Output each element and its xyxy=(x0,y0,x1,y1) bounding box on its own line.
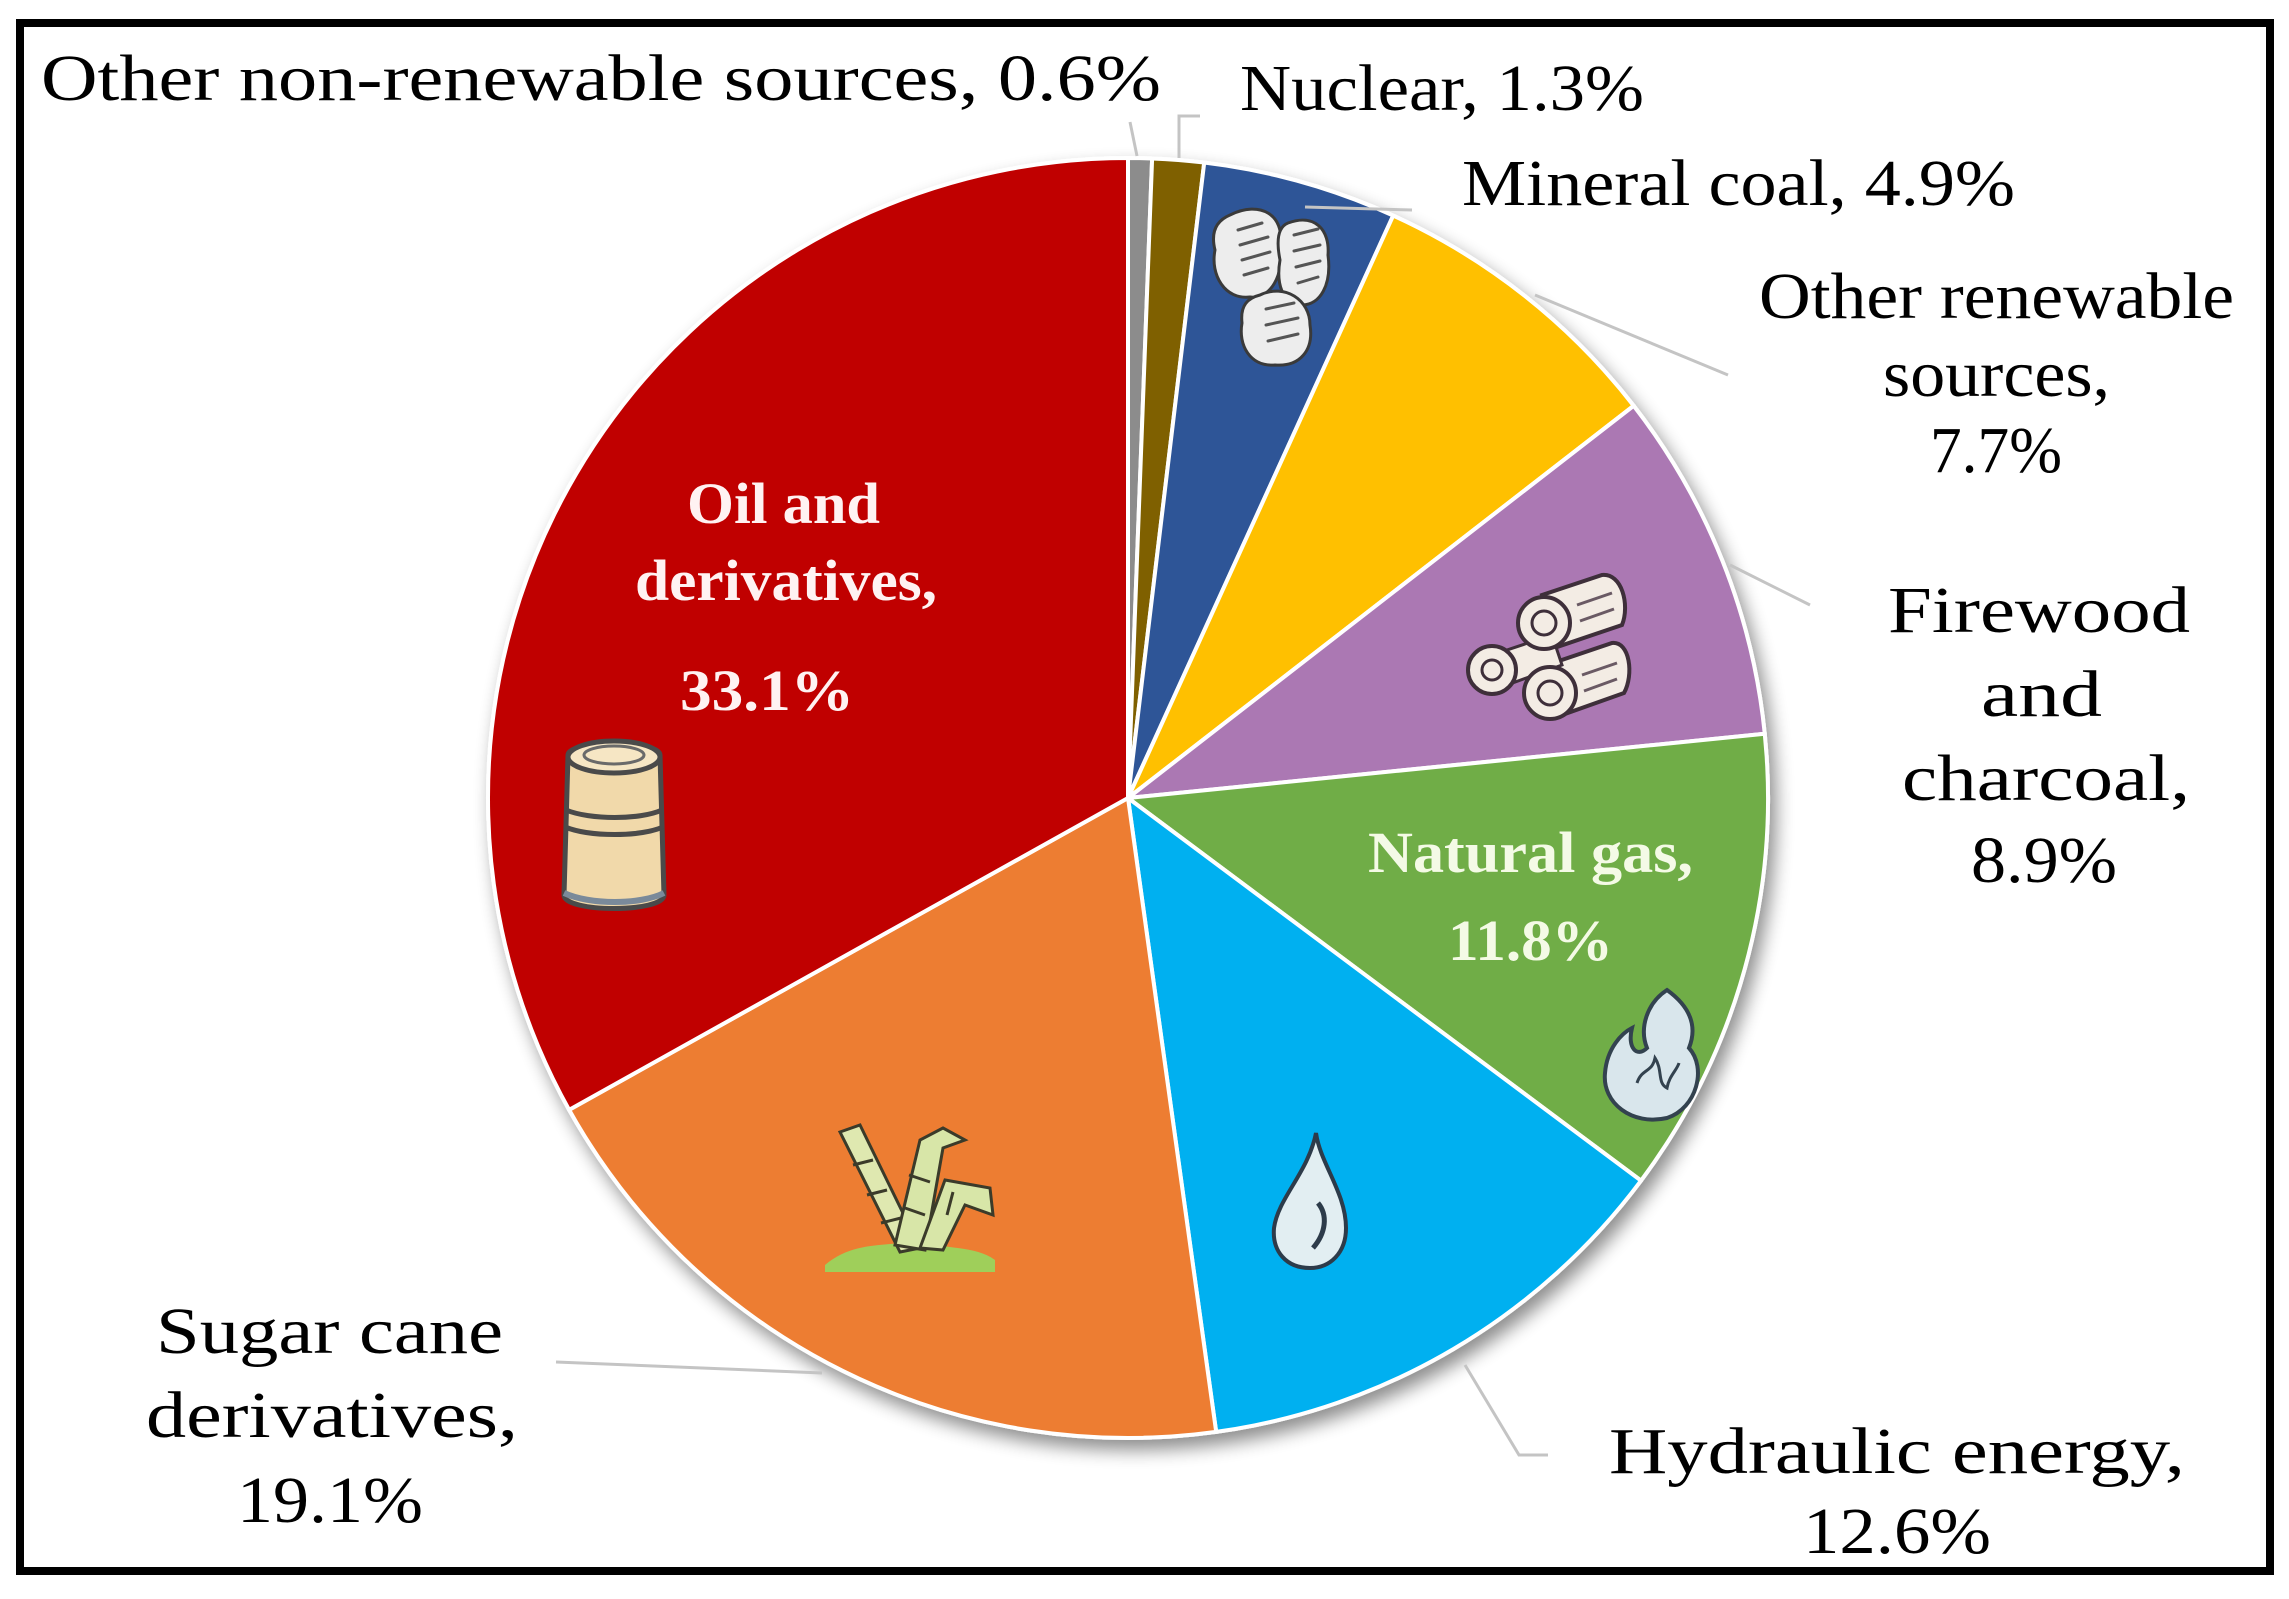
label-natural-gas-value: 11.8% xyxy=(1448,908,1613,973)
label-other-renewable-line2: sources, xyxy=(1883,338,2110,411)
label-oil-line1: Oil and xyxy=(687,471,880,536)
label-firewood-value: 8.9% xyxy=(1971,824,2117,897)
slice-labels: Other non-renewable sources, 0.6% Nuclea… xyxy=(41,42,2234,1568)
pie-slice-sugar-cane xyxy=(567,796,1219,1440)
sugar-cane-icon xyxy=(825,1123,995,1272)
label-hydraulic-value: 12.6% xyxy=(1803,1495,1991,1568)
oil-barrel-icon xyxy=(561,738,667,911)
water-drop-icon xyxy=(1271,1132,1349,1271)
label-natural-gas-line1: Natural gas, xyxy=(1368,820,1693,885)
label-firewood-line1: Firewood xyxy=(1888,574,2190,647)
label-other-renewable-value: 7.7% xyxy=(1930,414,2062,487)
coal-lumps-icon xyxy=(1212,207,1331,367)
firewood-logs-icon xyxy=(1466,573,1632,721)
pie-slice-mineral-coal xyxy=(1126,160,1396,800)
leader-line-hydraulic xyxy=(1463,1364,1548,1457)
label-sugar-cane-line2: derivatives, xyxy=(146,1379,518,1452)
label-mineral-coal: Mineral coal, 4.9% xyxy=(1462,147,2015,220)
label-sugar-cane-value: 19.1% xyxy=(237,1464,423,1537)
leader-line-other-renewable xyxy=(1534,293,1729,377)
label-sugar-cane-line1: Sugar cane xyxy=(156,1295,503,1368)
label-oil-line2: derivatives, xyxy=(635,548,937,613)
gas-flame-icon xyxy=(1602,987,1700,1122)
label-hydraulic-line1: Hydraulic energy, xyxy=(1609,1415,2185,1488)
leader-line-sugar-cane xyxy=(555,1360,823,1375)
pie-slice-other-renewable xyxy=(1126,213,1636,800)
label-other-non-renewable: Other non-renewable sources, 0.6% xyxy=(41,42,1161,115)
leader-line-nuclear xyxy=(1177,114,1200,158)
label-nuclear: Nuclear, 1.3% xyxy=(1240,52,1644,125)
leader-line-mineral-coal xyxy=(1304,205,1413,212)
label-firewood-line2: and xyxy=(1981,658,2102,731)
leader-line-firewood xyxy=(1729,563,1811,607)
inner-labels: Oil and derivatives, 33.1% Natural gas, … xyxy=(635,471,1693,973)
leader-line-other-non-renewable xyxy=(1128,121,1139,157)
pie-slice-hydraulic-energy xyxy=(1126,796,1643,1434)
pie-slices xyxy=(486,155,1770,1440)
label-other-renewable-line1: Other renewable xyxy=(1759,260,2234,333)
label-firewood-line3: charcoal, xyxy=(1902,742,2190,815)
label-oil-value: 33.1% xyxy=(680,658,854,723)
leader-lines xyxy=(555,114,1811,1457)
